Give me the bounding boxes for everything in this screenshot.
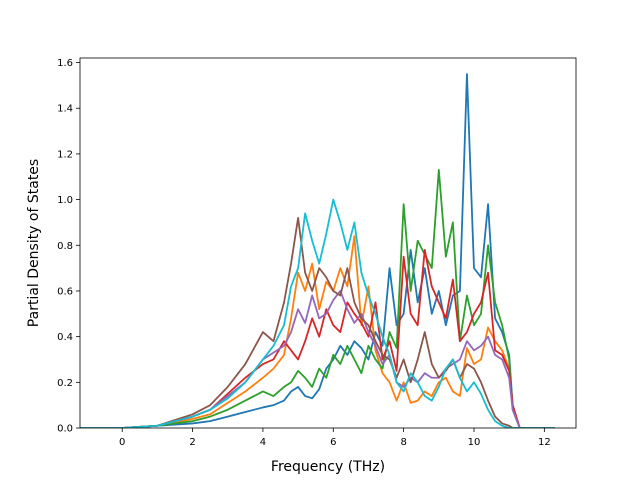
y-tick-label: 1.0 [57,195,73,206]
x-tick-label: 12 [538,437,551,448]
series-layer [80,73,555,428]
x-tick-label: 10 [468,437,481,448]
series-line-1 [80,73,555,428]
y-tick-label: 0.6 [57,286,73,297]
series-line-2 [80,235,555,428]
y-tick-label: 1.2 [57,149,73,160]
y-tick-label: 0.8 [57,241,73,252]
y-tick-label: 0.0 [57,424,73,435]
series-line-6 [80,216,555,428]
x-tick-label: 0 [119,437,125,448]
y-axis: 0.0 0.2 0.4 0.6 0.8 1.0 1.2 1.4 1.6 [57,58,80,435]
plot-frame [79,57,577,429]
y-tick-label: 1.4 [57,104,73,115]
y-tick-label: 0.2 [57,378,73,389]
series-line-3 [80,169,555,428]
series-line-5 [80,290,555,428]
x-tick-label: 8 [400,437,406,448]
series-line-4 [80,248,555,428]
x-tick-label: 6 [330,437,336,448]
y-axis-label: Partial Density of States [26,159,42,327]
x-axis: 0 2 4 6 8 10 12 [119,428,551,448]
y-tick-label: 1.6 [57,58,73,69]
x-tick-label: 4 [260,437,266,448]
y-tick-label: 0.4 [57,332,73,343]
x-tick-label: 2 [189,437,195,448]
series-line-7 [80,198,555,428]
x-axis-label: Frequency (THz) [271,459,385,475]
